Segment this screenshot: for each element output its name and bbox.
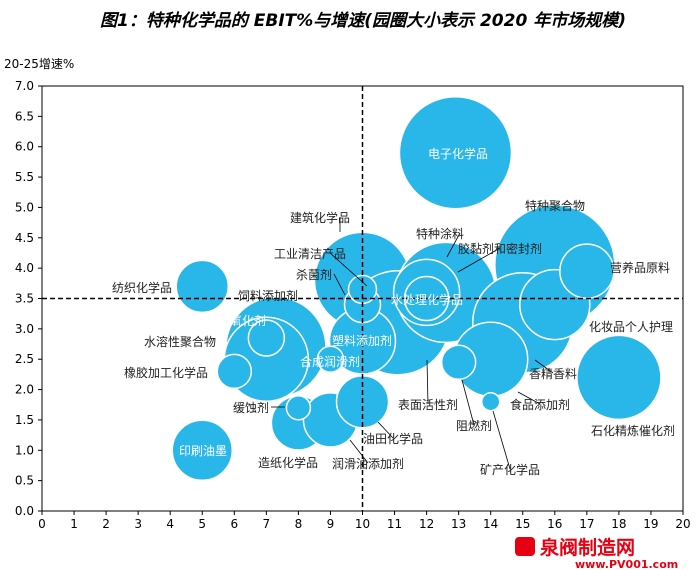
y-tick-label: 1.5	[15, 413, 34, 427]
bubble-label: 纺织化学品	[112, 280, 172, 295]
bubble	[216, 353, 253, 390]
x-tick-label: 12	[419, 517, 434, 531]
bubble-label: 食品添加剂	[510, 397, 570, 412]
bubble-label: 香精香料	[529, 367, 577, 381]
x-tick-label: 11	[387, 517, 402, 531]
x-tick-label: 13	[451, 517, 466, 531]
x-tick-label: 18	[611, 517, 626, 531]
bubble-label: 建筑化学品	[290, 210, 350, 225]
bubble-label: 抗氧化剂	[218, 313, 266, 328]
bubble-label: 矿产化学品	[480, 462, 540, 477]
bubble-label: 阻燃剂	[456, 418, 492, 433]
bubble	[316, 345, 345, 373]
bubble-label: 橡胶加工化学品	[124, 365, 208, 380]
bubble-label: 特种涂料	[416, 226, 464, 241]
y-tick-label: 0.5	[15, 474, 34, 488]
bubble	[171, 419, 233, 482]
x-tick-label: 2	[102, 517, 110, 531]
bubble-label: 缓蚀剂	[233, 400, 269, 415]
x-tick-label: 8	[295, 517, 303, 531]
watermark-logo: 泉阀制造网 www.PV001.com	[515, 536, 678, 570]
bubble-label: 印刷油墨	[179, 444, 227, 458]
y-tick-label: 5.0	[15, 200, 34, 214]
leader-line	[457, 247, 501, 273]
x-tick-label: 5	[198, 517, 206, 531]
svg-text:泉阀制造网: 泉阀制造网	[539, 536, 635, 559]
bubble-label: 表面活性剂	[398, 397, 458, 412]
y-tick-label: 4.5	[15, 231, 34, 245]
x-tick-label: 0	[38, 517, 46, 531]
bubble-label: 水溶性聚合物	[144, 334, 216, 349]
leader-line	[333, 273, 346, 296]
bubble-label: 杀菌剂	[296, 267, 332, 282]
x-tick-label: 7	[263, 517, 271, 531]
y-tick-label: 7.0	[15, 79, 34, 93]
leader-line	[426, 359, 429, 405]
x-tick-label: 17	[579, 517, 594, 531]
leader-line	[349, 439, 369, 464]
bubble	[398, 96, 513, 210]
leader-line	[461, 379, 475, 426]
bubble	[285, 395, 312, 421]
bubble-label: 水处理化学品	[391, 292, 463, 307]
bubble-label: 饲料添加剂	[238, 288, 298, 303]
bubble-label: 塑料添加剂	[332, 333, 392, 348]
bubble	[559, 243, 615, 299]
bubble-label: 特种聚合物	[525, 198, 585, 213]
y-tick-label: 5.5	[15, 170, 34, 184]
bubble-label: 造纸化学品	[258, 455, 318, 470]
y-tick-label: 4.0	[15, 261, 34, 275]
x-tick-label: 15	[515, 517, 530, 531]
bubble	[247, 319, 286, 357]
y-tick-label: 1.0	[15, 443, 34, 457]
bubble	[175, 259, 229, 314]
bubble	[440, 344, 477, 380]
bubble-label: 营养品原料	[610, 260, 670, 275]
x-tick-label: 3	[134, 517, 142, 531]
bubble-label: 合成润滑剂	[300, 354, 360, 369]
x-tick-label: 16	[547, 517, 562, 531]
x-tick-label: 1	[70, 517, 78, 531]
x-tick-label: 20	[675, 517, 690, 531]
leader-line	[534, 359, 554, 374]
y-tick-label: 6.5	[15, 109, 34, 123]
bubble	[480, 391, 501, 412]
leader-line	[329, 252, 368, 287]
bubble-label: 化妆品个人护理	[589, 320, 673, 334]
y-tick-label: 3.5	[15, 292, 34, 306]
bubble-label: 油田化学品	[363, 431, 423, 446]
leader-line	[517, 391, 541, 405]
x-tick-label: 6	[230, 517, 238, 531]
bubble-label: 胶黏剂和密封剂	[458, 241, 542, 256]
y-tick-label: 6.0	[15, 140, 34, 154]
y-tick-label: 2.0	[15, 383, 34, 397]
bubble-label: 工业清洁产品	[274, 247, 346, 261]
bubble	[576, 334, 662, 421]
x-tick-label: 4	[166, 517, 174, 531]
bubble-label: 电子化学品	[428, 146, 488, 161]
leader-line	[492, 410, 511, 470]
x-tick-label: 9	[327, 517, 335, 531]
leader-line	[377, 421, 394, 439]
y-tick-label: 2.5	[15, 352, 34, 366]
chart-title: 图1：特种化学品的 EBIT%与增速(园圈大小表示 2020 年市场规模)	[100, 11, 626, 31]
x-tick-label: 14	[483, 517, 498, 531]
bubble-label: 石化精炼催化剂	[591, 423, 675, 438]
x-tick-label: 19	[643, 517, 658, 531]
y-tick-label: 3.0	[15, 322, 34, 336]
bubble-label: 润滑油添加剂	[332, 456, 404, 471]
leader-line	[446, 232, 461, 258]
y-tick-label: 0.0	[15, 504, 34, 518]
svg-text:www.PV001.com: www.PV001.com	[575, 558, 678, 570]
y-axis-label: 20-25增速%	[4, 57, 74, 71]
x-tick-label: 10	[355, 517, 370, 531]
